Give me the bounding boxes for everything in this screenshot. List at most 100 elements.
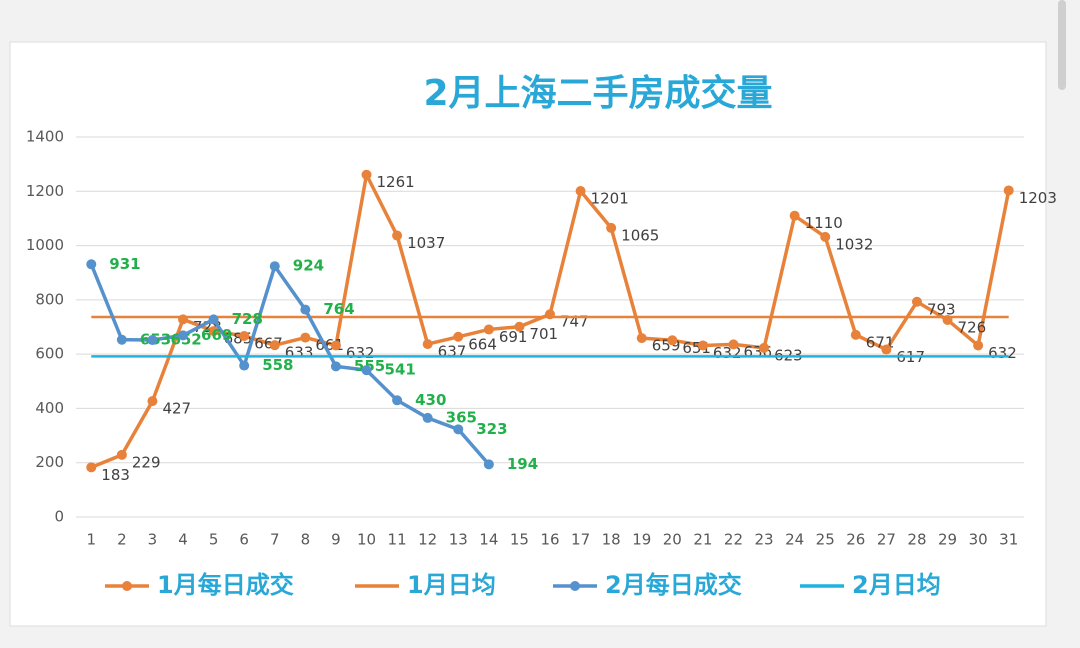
x-tick-label: 12	[418, 531, 437, 549]
data-label: 183	[101, 466, 130, 484]
data-label: 323	[476, 420, 507, 438]
x-tick-label: 26	[846, 531, 865, 549]
legend-marker	[570, 581, 580, 591]
point	[820, 231, 831, 242]
x-tick-label: 24	[785, 531, 804, 549]
y-tick-label: 400	[35, 399, 64, 417]
data-label: 931	[109, 255, 140, 273]
data-label: 637	[438, 343, 467, 361]
y-tick-label: 0	[54, 508, 64, 526]
legend-label: 2月每日成交	[605, 571, 742, 599]
x-tick-label: 21	[693, 531, 712, 549]
data-label: 427	[162, 400, 191, 418]
data-label: 1037	[407, 234, 445, 252]
legend-label: 2月日均	[852, 571, 941, 599]
x-tick-label: 5	[209, 531, 219, 549]
x-tick-label: 11	[388, 531, 407, 549]
x-tick-label: 2	[117, 531, 127, 549]
x-tick-label: 25	[816, 531, 835, 549]
data-label: 1261	[377, 173, 415, 191]
x-tick-label: 22	[724, 531, 743, 549]
legend-label: 1月每日成交	[157, 571, 294, 599]
point	[330, 340, 341, 351]
data-label: 430	[415, 391, 446, 409]
x-tick-label: 18	[602, 531, 621, 549]
data-label: 669	[201, 326, 232, 344]
x-tick-label: 23	[755, 531, 774, 549]
point	[850, 329, 861, 340]
point	[789, 210, 800, 221]
point	[361, 365, 372, 376]
data-label: 728	[232, 310, 263, 328]
x-tick-label: 3	[148, 531, 158, 549]
data-label: 1065	[621, 226, 659, 244]
x-tick-label: 31	[999, 531, 1018, 549]
data-label: 726	[958, 318, 987, 336]
point	[911, 296, 922, 307]
data-label: 924	[293, 257, 324, 275]
point	[208, 314, 219, 325]
point	[422, 412, 433, 423]
x-tick-label: 20	[663, 531, 682, 549]
point	[636, 333, 647, 344]
point	[147, 335, 158, 346]
data-label: 691	[499, 328, 528, 346]
x-tick-label: 6	[239, 531, 249, 549]
point	[239, 330, 250, 341]
point	[667, 335, 678, 346]
data-label: 1032	[835, 235, 873, 253]
data-label: 365	[446, 408, 477, 426]
data-label: 1110	[805, 214, 843, 232]
x-tick-label: 27	[877, 531, 896, 549]
y-tick-label: 1400	[26, 128, 64, 146]
y-tick-label: 600	[35, 345, 64, 363]
point	[208, 326, 219, 337]
x-tick-label: 4	[178, 531, 188, 549]
data-label: 664	[468, 335, 497, 353]
data-label: 701	[529, 325, 558, 343]
data-label: 541	[385, 361, 416, 379]
data-label: 747	[560, 313, 589, 331]
point	[269, 261, 280, 272]
point	[973, 340, 984, 351]
x-tick-label: 30	[969, 531, 988, 549]
x-tick-label: 28	[907, 531, 926, 549]
point	[330, 361, 341, 372]
point	[178, 330, 189, 341]
point	[606, 222, 617, 233]
x-tick-label: 14	[479, 531, 498, 549]
series-line	[89, 263, 491, 466]
point	[300, 332, 311, 343]
point	[483, 324, 494, 335]
point	[881, 344, 892, 355]
point	[300, 304, 311, 315]
point	[147, 396, 158, 407]
point	[514, 321, 525, 332]
point	[361, 169, 372, 180]
x-tick-label: 13	[449, 531, 468, 549]
chart-title: 2月上海二手房成交量	[423, 72, 772, 114]
x-tick-label: 17	[571, 531, 590, 549]
point	[239, 360, 250, 371]
y-tick-label: 200	[35, 453, 64, 471]
point	[116, 334, 127, 345]
point	[86, 259, 97, 270]
x-tick-label: 10	[357, 531, 376, 549]
point	[728, 339, 739, 350]
point	[453, 424, 464, 435]
y-tick-label: 1000	[26, 236, 64, 254]
x-tick-label: 19	[632, 531, 651, 549]
point	[759, 342, 770, 353]
x-tick-label: 15	[510, 531, 529, 549]
scrollbar	[1058, 0, 1066, 90]
data-label: 764	[323, 300, 354, 318]
x-tick-label: 16	[540, 531, 559, 549]
point	[392, 395, 403, 406]
point	[269, 340, 280, 351]
point	[392, 230, 403, 241]
x-tick-label: 1	[87, 531, 97, 549]
point	[1003, 185, 1014, 196]
point	[697, 340, 708, 351]
